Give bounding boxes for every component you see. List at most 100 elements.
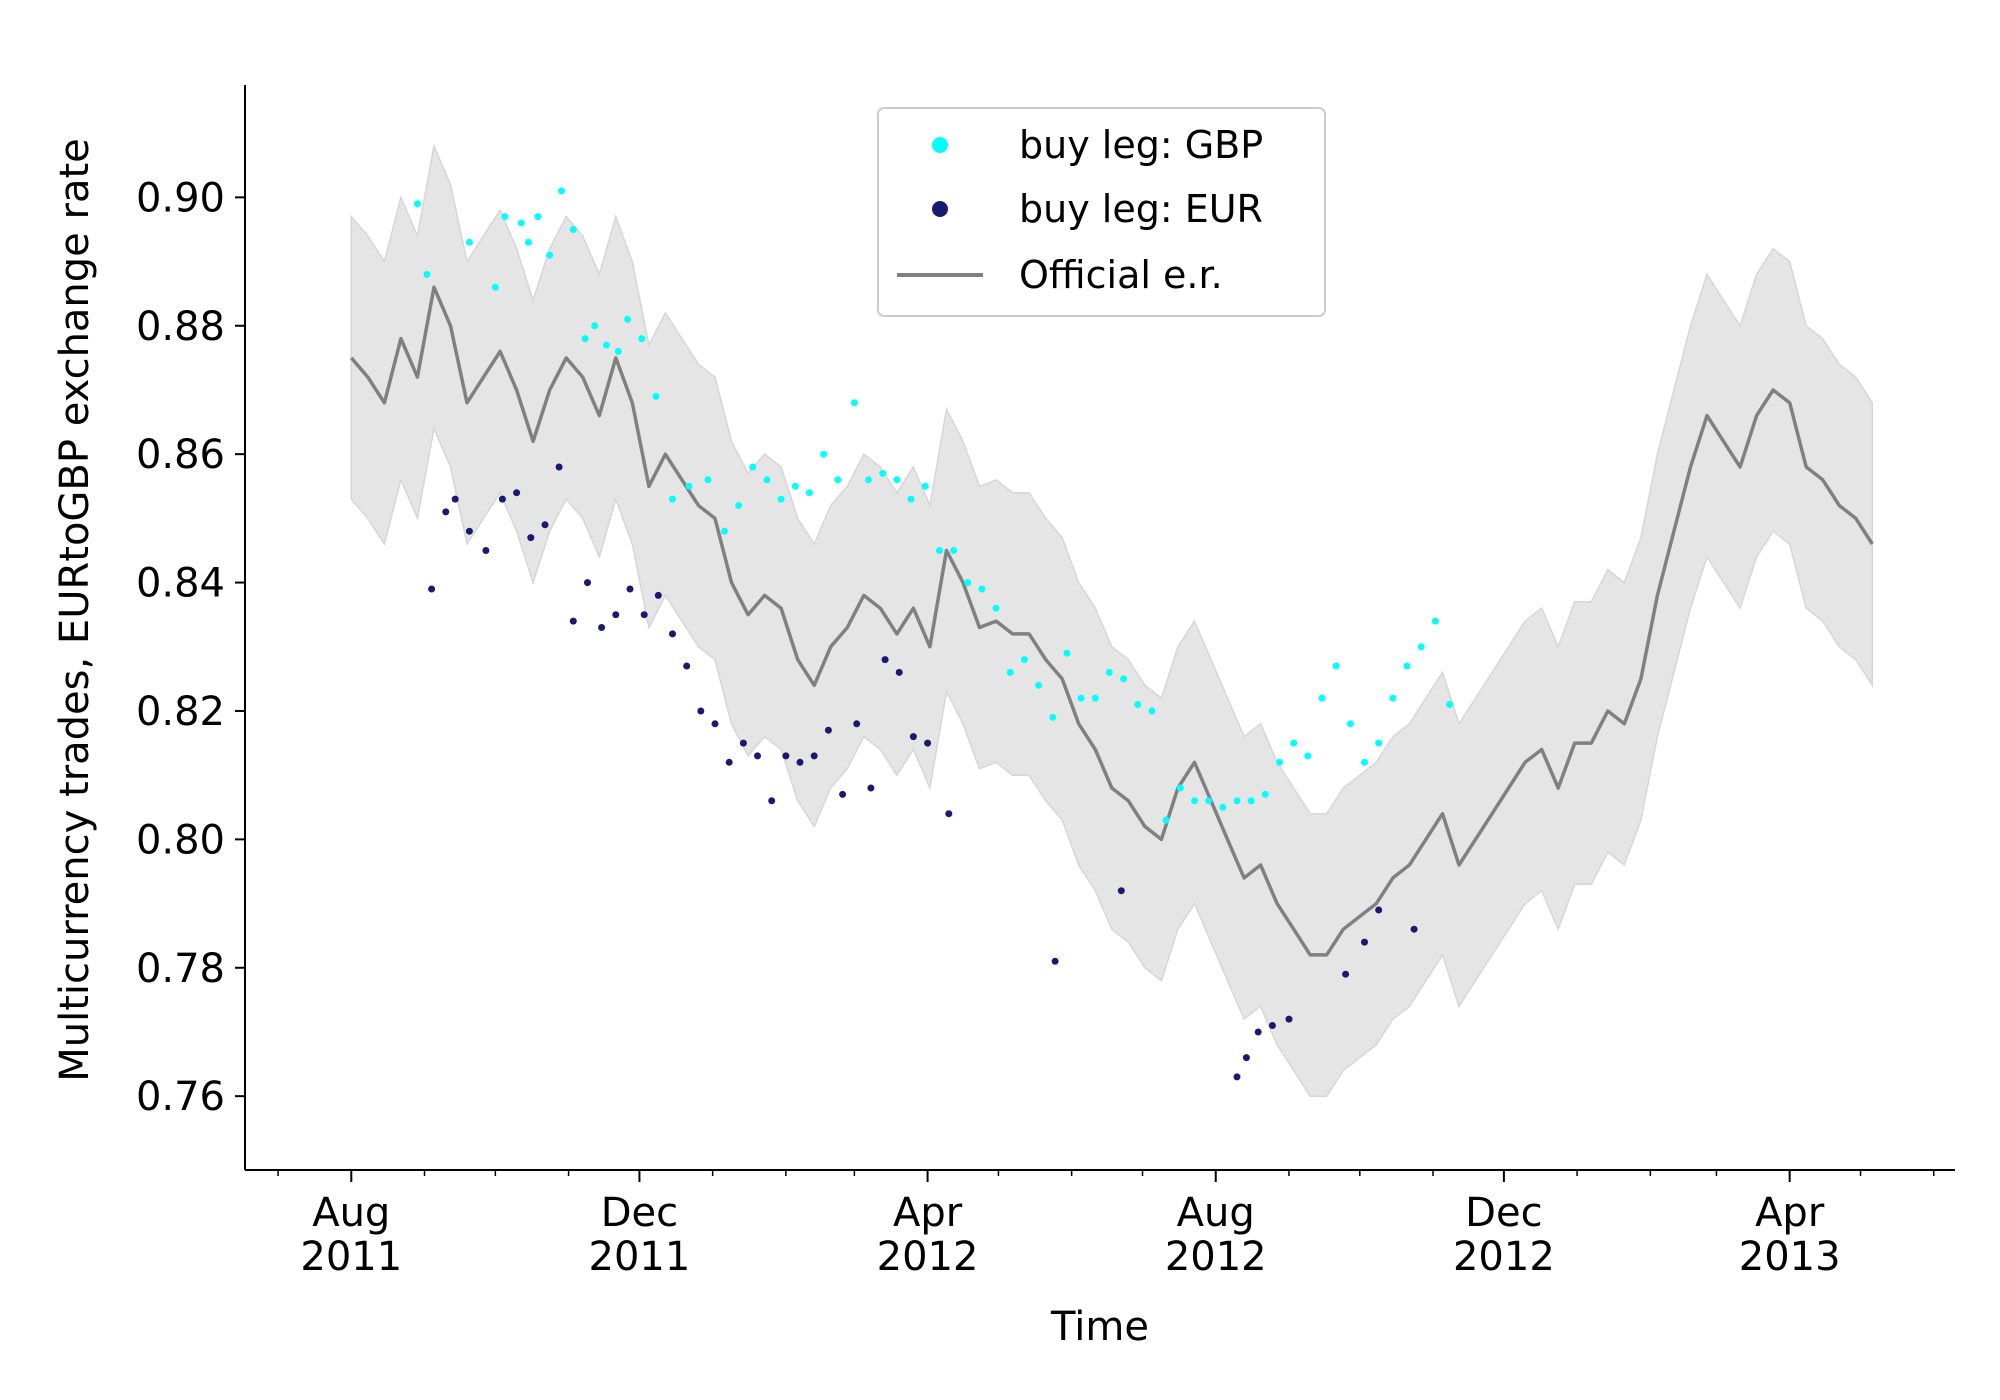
- gbp-point: [465, 238, 473, 246]
- eur-point: [1268, 1022, 1276, 1029]
- gbp-point: [978, 585, 986, 593]
- gbp-point: [558, 187, 565, 195]
- y-tick-label: 0.76: [136, 1074, 225, 1120]
- gbp-point: [1261, 790, 1269, 798]
- gbp-point: [685, 482, 693, 490]
- eur-point: [1375, 906, 1383, 914]
- gbp-point: [1431, 617, 1439, 625]
- eur-point: [683, 662, 691, 670]
- gbp-point: [834, 476, 842, 484]
- eur-point: [697, 707, 705, 715]
- y-tick-label: 0.78: [136, 946, 225, 992]
- x-tick-label-month: Dec: [1465, 1190, 1542, 1236]
- gbp-point: [1205, 797, 1213, 805]
- x-tick-label-year: 2012: [1453, 1234, 1555, 1280]
- gbp-point: [992, 604, 1000, 612]
- gbp-point: [921, 482, 929, 490]
- gbp-point: [1233, 797, 1241, 805]
- gbp-point: [491, 283, 499, 291]
- gbp-point: [581, 335, 589, 343]
- eur-point: [541, 521, 549, 529]
- eur-point: [754, 752, 761, 760]
- x-tick-label-month: Apr: [893, 1190, 963, 1236]
- y-axis-title: Multicurrency trades, EURtoGBP exchange …: [52, 138, 98, 1082]
- gbp-point: [1417, 643, 1425, 651]
- gbp-point: [524, 238, 532, 246]
- gbp-point: [1375, 739, 1383, 747]
- y-tick-label: 0.84: [136, 561, 225, 607]
- gbp-point: [591, 322, 599, 330]
- eur-point: [654, 591, 662, 599]
- gbp-point: [1020, 656, 1028, 664]
- gbp-point: [517, 219, 525, 227]
- gbp-point: [1105, 668, 1113, 676]
- gbp-point: [1162, 816, 1170, 824]
- y-tick-label: 0.80: [136, 817, 225, 863]
- gbp-point: [850, 399, 858, 407]
- gbp-point: [935, 547, 943, 554]
- gbp-point: [749, 463, 757, 471]
- gbp-point: [614, 347, 622, 355]
- gbp-point: [964, 579, 972, 587]
- gbp-point: [1346, 720, 1354, 728]
- x-tick-label-year: 2013: [1739, 1234, 1841, 1280]
- eur-point: [442, 508, 450, 516]
- gbp-point: [865, 476, 872, 484]
- x-tick-label-year: 2011: [589, 1234, 691, 1280]
- eur-point: [909, 733, 917, 741]
- ticks: 0.760.780.800.820.840.860.880.90Aug2011D…: [136, 175, 1935, 1280]
- gbp-point: [1091, 694, 1099, 702]
- eur-point: [498, 495, 506, 503]
- confidence-band: [350, 143, 1874, 1097]
- legend-marker-eur: [932, 201, 948, 217]
- eur-point: [1361, 938, 1368, 946]
- eur-point: [839, 790, 847, 798]
- x-tick-label-year: 2011: [300, 1234, 402, 1280]
- legend-label-eur: buy leg: EUR: [1019, 187, 1263, 231]
- eur-point: [1051, 957, 1059, 965]
- y-tick-label: 0.86: [136, 432, 225, 478]
- gbp-point: [546, 251, 554, 259]
- eur-point: [428, 585, 436, 593]
- gbp-point: [534, 213, 542, 221]
- gbp-point: [1063, 649, 1071, 657]
- gbp-point: [1077, 694, 1085, 702]
- gbp-point: [893, 476, 901, 484]
- gbp-point: [1247, 797, 1255, 805]
- gbp-point: [950, 547, 958, 554]
- gbp-point: [1403, 662, 1411, 670]
- gbp-point: [704, 476, 712, 484]
- gbp-point: [669, 495, 676, 503]
- gbp-point: [1148, 707, 1156, 715]
- eur-point: [1342, 970, 1350, 978]
- x-tick-label-year: 2012: [877, 1234, 979, 1280]
- eur-point: [725, 758, 733, 766]
- y-tick-label: 0.88: [136, 304, 225, 350]
- gbp-point: [652, 392, 660, 400]
- x-tick-label-year: 2012: [1165, 1234, 1267, 1280]
- x-tick-label-month: Aug: [312, 1190, 390, 1236]
- gbp-point: [569, 226, 577, 233]
- gbp-point: [777, 495, 785, 503]
- eur-point: [527, 534, 535, 542]
- eur-point: [1117, 887, 1125, 895]
- gbp-point: [1446, 701, 1454, 708]
- eur-point: [640, 611, 648, 619]
- gbp-point: [1134, 701, 1142, 708]
- gbp-point: [1332, 662, 1340, 670]
- gbp-point: [820, 450, 828, 458]
- official-er-line: [349, 285, 1874, 957]
- y-tick-label: 0.82: [136, 689, 225, 735]
- y-tick-label: 0.90: [136, 175, 225, 221]
- gbp-point: [1049, 713, 1057, 721]
- gbp-point: [1318, 694, 1326, 702]
- eur-point: [598, 624, 606, 631]
- band-area: [350, 143, 1874, 1097]
- gbp-point: [763, 476, 771, 484]
- eur-point: [465, 527, 473, 535]
- eur-point: [1254, 1028, 1262, 1036]
- eur-point: [824, 726, 832, 734]
- x-tick-label-month: Dec: [601, 1190, 678, 1236]
- gbp-point: [1006, 668, 1014, 676]
- eur-point: [810, 752, 818, 760]
